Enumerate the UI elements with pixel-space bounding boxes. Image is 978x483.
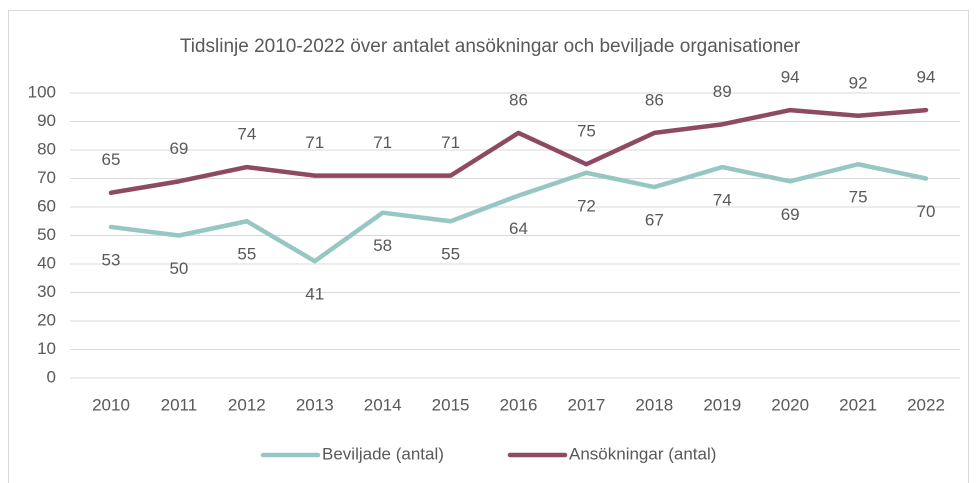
y-tick-label: 60 xyxy=(37,196,56,215)
data-label: 50 xyxy=(169,259,188,278)
y-tick-label: 100 xyxy=(28,82,56,101)
chart-title: Tidslinje 2010-2022 över antalet ansökni… xyxy=(180,36,801,57)
data-label: 53 xyxy=(102,250,121,269)
x-tick-label: 2011 xyxy=(161,395,198,414)
x-tick-label: 2022 xyxy=(907,395,945,414)
data-label: 65 xyxy=(102,150,121,169)
data-label: 69 xyxy=(169,139,188,158)
data-label: 72 xyxy=(577,196,596,215)
data-label: 71 xyxy=(305,133,324,152)
data-label: 86 xyxy=(645,90,664,109)
y-tick-label: 50 xyxy=(37,225,56,244)
data-label: 70 xyxy=(917,202,936,221)
data-label: 89 xyxy=(713,82,732,101)
data-label: 41 xyxy=(305,285,324,304)
data-label: 75 xyxy=(849,188,868,207)
y-tick-label: 30 xyxy=(37,282,56,301)
data-label: 74 xyxy=(713,191,732,210)
data-label: 64 xyxy=(509,219,528,238)
legend-label: Beviljade (antal) xyxy=(322,444,444,463)
y-tick-label: 80 xyxy=(37,139,56,158)
y-tick-label: 0 xyxy=(47,367,56,386)
data-label: 86 xyxy=(509,90,528,109)
x-tick-label: 2014 xyxy=(364,395,402,414)
series-line xyxy=(108,162,929,264)
series-line xyxy=(108,107,929,195)
y-tick-label: 10 xyxy=(37,339,56,358)
data-label: 94 xyxy=(781,68,800,87)
y-tick-label: 90 xyxy=(37,111,56,130)
legend-label: Ansökningar (antal) xyxy=(569,444,716,463)
y-tick-label: 40 xyxy=(37,253,56,272)
x-tick-label: 2015 xyxy=(432,395,470,414)
x-tick-label: 2019 xyxy=(703,395,741,414)
data-label: 94 xyxy=(917,68,936,87)
y-tick-label: 70 xyxy=(37,168,56,187)
data-label: 58 xyxy=(373,236,392,255)
data-label: 55 xyxy=(441,245,460,264)
data-label: 67 xyxy=(645,211,664,230)
data-label: 75 xyxy=(577,122,596,141)
x-tick-label: 2016 xyxy=(500,395,538,414)
x-tick-label: 2012 xyxy=(228,395,266,414)
data-label: 74 xyxy=(237,125,256,144)
x-tick-label: 2017 xyxy=(568,395,606,414)
data-label: 55 xyxy=(237,245,256,264)
data-label: 71 xyxy=(441,133,460,152)
data-label: 92 xyxy=(849,73,868,92)
x-tick-label: 2013 xyxy=(296,395,334,414)
x-tick-label: 2020 xyxy=(771,395,809,414)
x-tick-label: 2010 xyxy=(92,395,130,414)
x-tick-label: 2018 xyxy=(635,395,673,414)
data-label: 69 xyxy=(781,205,800,224)
y-tick-label: 20 xyxy=(37,310,56,329)
data-label: 71 xyxy=(373,133,392,152)
chart-frame xyxy=(8,10,969,483)
x-tick-label: 2021 xyxy=(839,395,877,414)
